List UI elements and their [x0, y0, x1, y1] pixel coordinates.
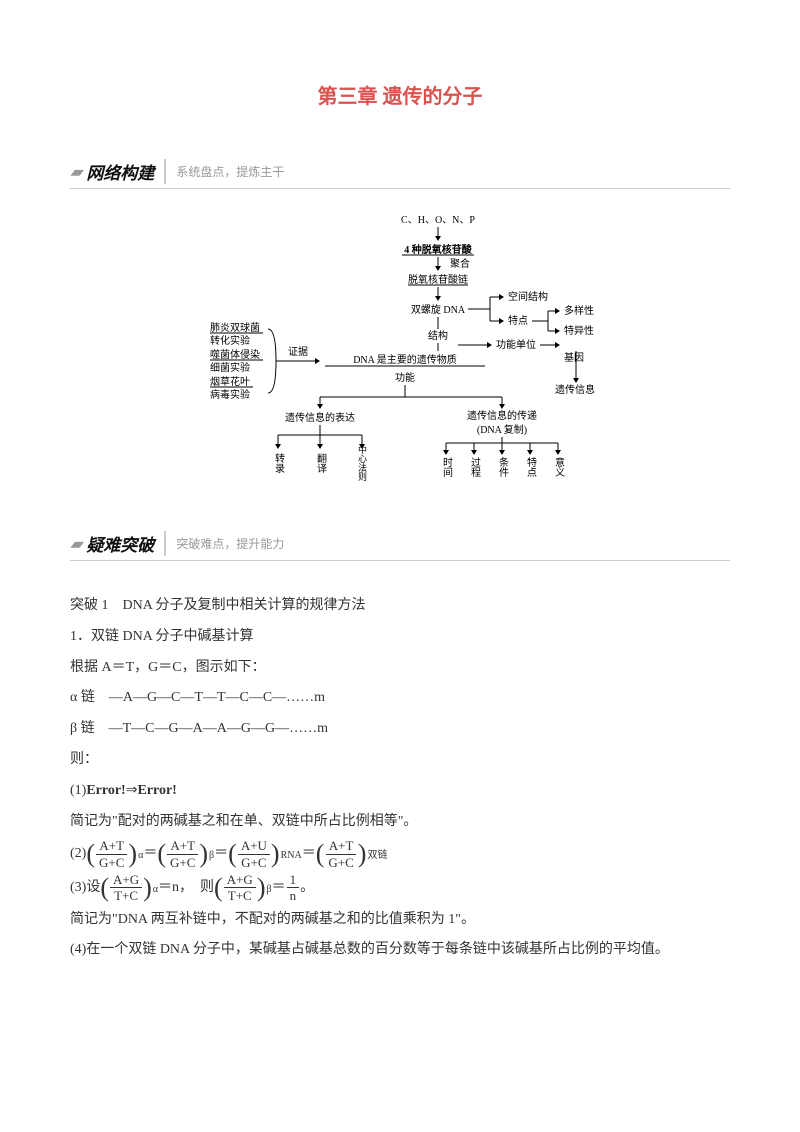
paragraph-alpha-chain: α 链 —A—G—C—T—T—C—C—……m: [70, 683, 730, 714]
diagram-evidence: 证据: [288, 345, 308, 358]
paragraph-summary2: 简记为"DNA 两互补链中，不配对的两碱基之和的比值乘积为 1"。: [70, 905, 730, 936]
diagram-exp-c2: 病毒实验: [210, 388, 250, 401]
diagram-diversity: 多样性: [564, 304, 594, 317]
section-difficulty-bar: ▰ 疑难突破 突破难点，提升能力: [70, 531, 730, 561]
frac-rna-AU-GC: ( A+UG+C ) RNA: [228, 838, 302, 870]
paragraph-1-heading: 1．双链 DNA 分子中碱基计算: [70, 622, 730, 653]
frac-alpha-AG-TC: ( A+GT+C ) α: [100, 872, 158, 904]
diagram-specificity: 特异性: [564, 324, 594, 337]
diagram-transmission: 遗传信息的传递: [467, 409, 537, 422]
item2-prefix: (2): [70, 837, 86, 871]
diagram-exp-b2: 细菌实验: [210, 361, 250, 374]
diagram-space-struct: 空间结构: [508, 290, 548, 303]
diagram-features: 特点: [508, 315, 528, 327]
frac-1-over-n: 1n: [287, 872, 300, 904]
diagram-leaf-condition: 条件: [497, 456, 509, 478]
diagram-leaf-process: 过程: [469, 456, 481, 477]
frac-double-AT-GC: ( A+TG+C ) 双链: [316, 838, 388, 870]
diagram-chonp: C、H、O、N、P: [401, 215, 475, 226]
diagram-gene: 基因: [564, 351, 584, 364]
diagram-chain: 脱氧核苷酸链: [408, 273, 468, 286]
diagram-function: 功能: [395, 371, 415, 384]
n-text: ＝n， 则: [158, 871, 214, 905]
formula-row-2: (2) ( A+TG+C ) α ＝ ( A+TG+C ) β ＝ ( A+UG…: [70, 837, 730, 871]
diagram-leaf-translation: 翻译: [315, 453, 327, 474]
diagram-structure: 结构: [428, 329, 448, 342]
paragraph-item1: (1)Error!⇒Error!: [70, 776, 730, 807]
section2-title: 疑难突破: [86, 531, 166, 556]
diagram-leaf-central: 中心法则: [357, 444, 367, 482]
item3-prefix: (3)设: [70, 871, 100, 905]
paragraph-according: 根据 A＝T，G＝C，图示如下：: [70, 653, 730, 684]
diagram-expression: 遗传信息的表达: [285, 411, 355, 424]
diagram-leaf-time: 时间: [441, 457, 453, 478]
paragraph-beta-chain: β 链 —T—C—G—A—A—G—G—……m: [70, 714, 730, 745]
diagram-exp-a2: 转化实验: [210, 334, 250, 347]
diagram-func-unit: 功能单位: [496, 338, 536, 351]
diagram-exp-c: 烟草花叶: [210, 375, 250, 388]
diagram-4nucleotide: 4 种脱氧核苷酸: [404, 243, 472, 256]
section1-title: 网络构建: [86, 159, 166, 184]
diagram-dna-material: DNA 是主要的遗传物质: [353, 353, 457, 366]
section-marker-icon-2: ▰: [70, 534, 82, 554]
diagram-leaf-significance: 意义: [553, 456, 565, 477]
error-text-2: Error!: [137, 783, 176, 798]
chapter-title: 第三章 遗传的分子: [70, 80, 730, 109]
diagram-leaf-transcription: 转录: [273, 452, 285, 473]
diagram-leaf-feature: 特点: [525, 457, 537, 478]
diagram-double-helix: 双螺旋 DNA: [411, 303, 466, 316]
frac-alpha-AT-GC: ( A+TG+C ) α: [86, 838, 143, 870]
paragraph-item4: (4)在一个双链 DNA 分子中，某碱基占碱基总数的百分数等于每条链中该碱基所占…: [70, 935, 730, 966]
formula-row-3: (3)设 ( A+GT+C ) α ＝n， 则 ( A+GT+C ) β ＝ 1…: [70, 871, 730, 905]
diagram-polymerize: 聚合: [450, 257, 470, 270]
diagram-exp-a: 肺炎双球菌: [210, 321, 260, 334]
diagram-dna-copy: (DNA 复制): [477, 423, 527, 436]
concept-diagram: C、H、O、N、P 4 种脱氧核苷酸 聚合 脱氧核苷酸链 双螺旋 DNA 空间结…: [70, 201, 730, 531]
diagram-exp-b: 噬菌体侵染: [210, 348, 260, 361]
section1-subtitle: 系统盘点，提炼主干: [176, 163, 284, 180]
section-marker-icon: ▰: [70, 162, 82, 182]
paragraph-then: 则：: [70, 745, 730, 776]
paragraph-breakthrough: 突破 1 DNA 分子及复制中相关计算的规律方法: [70, 591, 730, 622]
section2-subtitle: 突破难点，提升能力: [176, 535, 284, 552]
frac-beta-AG-TC: ( A+GT+C ) β: [214, 872, 272, 904]
frac-beta-AT-GC: ( A+TG+C ) β: [157, 838, 214, 870]
section-network-bar: ▰ 网络构建 系统盘点，提炼主干: [70, 159, 730, 189]
paragraph-summary1: 简记为"配对的两碱基之和在单、双链中所占比例相等"。: [70, 807, 730, 838]
diagram-genetic-info: 遗传信息: [555, 383, 595, 396]
error-text-1: Error!: [86, 783, 125, 798]
content-body: 突破 1 DNA 分子及复制中相关计算的规律方法 1．双链 DNA 分子中碱基计…: [70, 591, 730, 966]
